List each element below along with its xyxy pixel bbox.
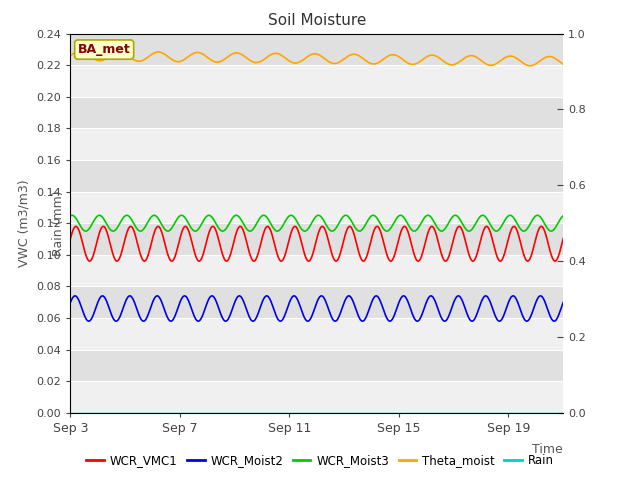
Bar xyxy=(70,287,563,318)
Bar xyxy=(70,128,563,160)
Bar xyxy=(70,65,563,97)
Bar xyxy=(70,97,563,128)
Legend: WCR_VMC1, WCR_Moist2, WCR_Moist3, Theta_moist, Rain: WCR_VMC1, WCR_Moist2, WCR_Moist3, Theta_… xyxy=(81,449,559,472)
Bar xyxy=(70,160,563,192)
Text: Time: Time xyxy=(532,443,563,456)
Text: BA_met: BA_met xyxy=(78,43,131,56)
Bar xyxy=(70,255,563,287)
Bar xyxy=(70,349,563,381)
Bar xyxy=(70,34,563,65)
Bar xyxy=(70,192,563,223)
Bar xyxy=(70,381,563,413)
Bar xyxy=(70,318,563,349)
Y-axis label: Rain (mm): Rain (mm) xyxy=(52,191,65,256)
Bar xyxy=(70,223,563,255)
Y-axis label: VWC (m3/m3): VWC (m3/m3) xyxy=(18,180,31,267)
Title: Soil Moisture: Soil Moisture xyxy=(268,13,366,28)
